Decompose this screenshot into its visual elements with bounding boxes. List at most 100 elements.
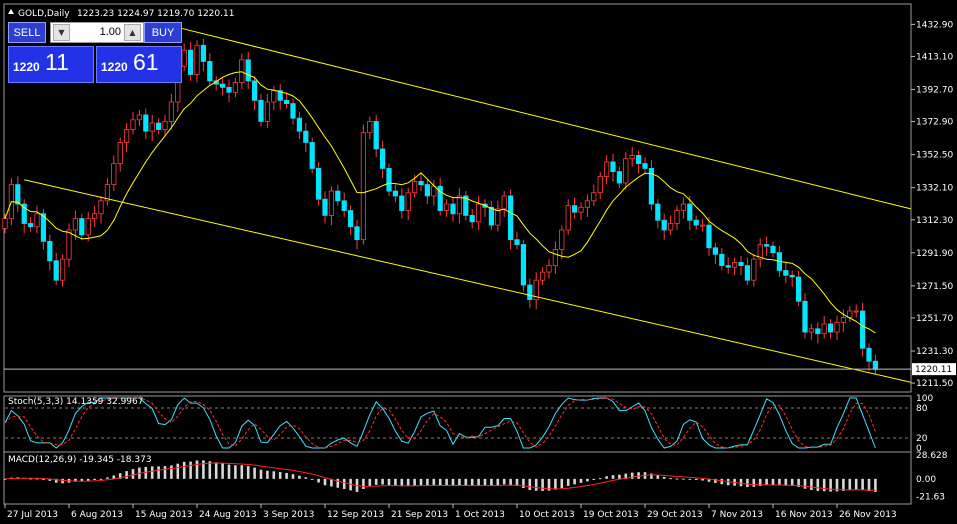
macd-bar [432, 478, 436, 485]
macd-bar [227, 464, 231, 479]
candle-body [117, 142, 123, 164]
candle-body [693, 219, 699, 226]
ohlc-label: 1223.23 1224.97 1219.70 1220.11 [77, 9, 234, 19]
y-tick-label: 1432.90 [916, 20, 953, 30]
candle-body [79, 218, 85, 236]
macd-bar [534, 478, 538, 491]
macd-label: MACD(12,26,9) -19.345 -18.373 [8, 455, 152, 465]
macd-bar [522, 478, 525, 489]
macd-bar [99, 478, 103, 480]
channel-lower-line[interactable] [24, 179, 912, 383]
macd-panel-frame [3, 451, 912, 505]
candle-body [40, 213, 47, 242]
macd-bar [515, 478, 519, 486]
candle-body [719, 253, 725, 267]
bid-price-prefix: 1220 [13, 60, 40, 74]
macd-bar [637, 472, 640, 479]
macd-bar [310, 478, 314, 480]
candle-body [424, 184, 431, 197]
candle-body [604, 161, 610, 177]
candle-body [53, 260, 59, 281]
candle-body [764, 244, 770, 247]
macd-bar [221, 463, 224, 479]
macd-tick-label: 28.628 [916, 451, 948, 461]
lot-size-input[interactable]: ▼ 1.00 ▲ [50, 22, 144, 43]
candle-body [661, 219, 667, 231]
candle-body [335, 190, 341, 202]
candle-body [514, 239, 520, 245]
macd-bar [54, 478, 58, 483]
y-tick-label: 1211.50 [916, 379, 953, 389]
macd-bar [624, 473, 628, 479]
candle-body [456, 195, 463, 215]
macd-bar [394, 478, 397, 486]
candle-body [783, 270, 789, 276]
candle-body [360, 132, 367, 241]
macd-bar [765, 478, 768, 486]
macd-bar [842, 478, 845, 491]
macd-bar [240, 465, 244, 479]
macd-bar [234, 465, 237, 479]
macd-bar [470, 478, 474, 487]
candle-body [533, 279, 539, 301]
increase-lot-icon[interactable]: ▲ [124, 24, 141, 41]
x-tick-label: 24 Aug 2013 [199, 510, 257, 520]
candle-body [578, 206, 584, 213]
candle-body [277, 90, 283, 101]
candle-body [796, 276, 802, 302]
macd-bar [285, 472, 288, 479]
channel-upper-line[interactable] [177, 26, 912, 210]
candle-body [194, 44, 200, 75]
bid-price[interactable]: 1220 11 [8, 46, 94, 83]
macd-bar [112, 475, 116, 479]
candle-body [700, 224, 706, 227]
candle-body [802, 300, 808, 333]
decrease-lot-icon[interactable]: ▼ [53, 24, 70, 41]
candle-body [828, 323, 834, 333]
macd-bar [701, 478, 704, 481]
candle-body [687, 203, 693, 221]
macd-bar [566, 478, 570, 486]
macd-bar [118, 473, 122, 479]
candle-body [187, 49, 194, 75]
candle-body [527, 284, 533, 301]
ask-price[interactable]: 1220 61 [96, 46, 182, 83]
candle-body [34, 213, 40, 228]
buy-button[interactable]: BUY [144, 22, 182, 43]
x-tick-label: 15 Aug 2013 [135, 510, 193, 520]
macd-bar [822, 478, 826, 492]
macd-bar [816, 478, 820, 491]
candle-body [706, 224, 712, 249]
candle-body [559, 229, 565, 250]
candle-body [674, 210, 680, 224]
macd-bar [35, 478, 39, 480]
candle-body [181, 49, 187, 67]
candle-body [367, 121, 373, 134]
lot-size-value[interactable]: 1.00 [99, 26, 121, 38]
macd-bar [246, 466, 250, 479]
x-tick-label: 29 Oct 2013 [647, 510, 703, 520]
candle-body [501, 195, 507, 210]
candle-body [853, 310, 859, 313]
stoch-level-label: 100 [916, 394, 933, 404]
macd-bar [3, 478, 7, 480]
sell-button[interactable]: SELL [8, 22, 46, 43]
candle-body [821, 323, 827, 335]
x-tick-label: 3 Sep 2013 [263, 510, 314, 520]
candle-body [130, 119, 136, 130]
macd-bar [758, 478, 762, 487]
macd-bar [598, 478, 602, 480]
candle-body [232, 82, 238, 93]
y-tick-label: 1392.70 [916, 85, 953, 95]
macd-bar [202, 460, 205, 479]
macd-bar [618, 474, 621, 479]
macd-bar [80, 478, 84, 482]
macd-bar [483, 478, 487, 486]
macd-bar [477, 478, 480, 486]
candle-body [565, 205, 571, 231]
collapse-icon[interactable] [8, 9, 14, 14]
macd-bar [848, 478, 852, 491]
candle-body [655, 203, 661, 221]
macd-tick-label: -21.63 [916, 493, 945, 503]
